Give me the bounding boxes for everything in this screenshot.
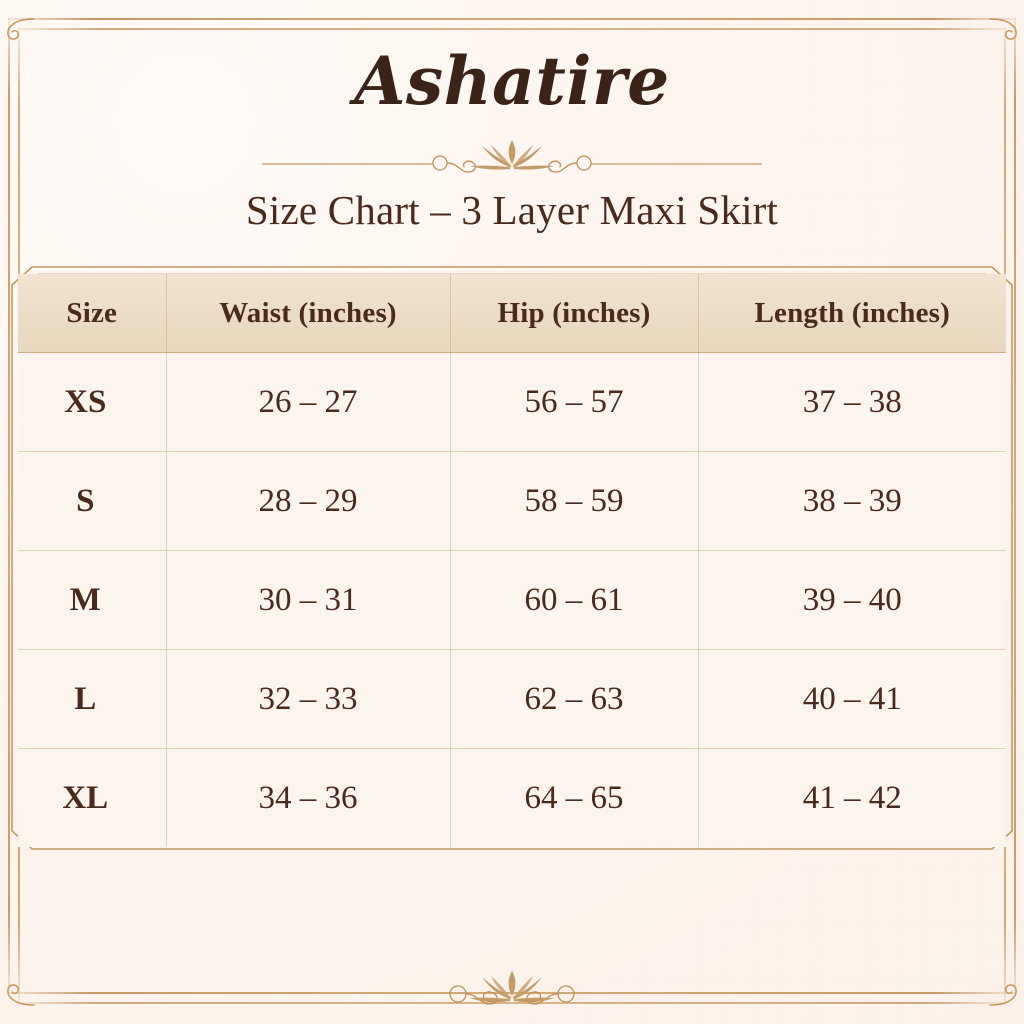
table-row: XL 34 – 36 64 – 65 41 – 42	[18, 748, 1006, 847]
table-header-row: Size Waist (inches) Hip (inches) Length …	[18, 274, 1006, 353]
cell-length: 37 – 38	[698, 352, 1006, 452]
table-row: M 30 – 31 60 – 61 39 – 40	[18, 550, 1006, 650]
cell-waist: 28 – 29	[166, 451, 451, 551]
brand-title: Ashatire	[354, 42, 670, 120]
corner-scroll-icon	[984, 12, 1022, 50]
cell-waist: 26 – 27	[166, 352, 451, 452]
frame-line-top-outer	[8, 18, 1016, 20]
table-row: XS 26 – 27 56 – 57 37 – 38	[18, 352, 1006, 452]
cell-waist: 32 – 33	[166, 649, 451, 749]
cell-hip: 56 – 57	[450, 352, 699, 452]
frame-line-top-inner	[18, 28, 1006, 30]
cell-hip: 60 – 61	[450, 550, 699, 650]
corner-scroll-icon	[984, 974, 1022, 1012]
column-header-waist: Waist (inches)	[166, 274, 451, 353]
column-header-length: Length (inches)	[698, 274, 1006, 353]
cell-size: XL	[18, 748, 167, 847]
flourish-divider-icon	[261, 138, 763, 184]
corner-scroll-icon	[2, 974, 40, 1012]
cell-waist: 30 – 31	[166, 550, 451, 650]
cell-hip: 62 – 63	[450, 649, 699, 749]
cell-size: L	[18, 649, 167, 749]
corner-scroll-icon	[2, 12, 40, 50]
size-chart-table-frame: Size Waist (inches) Hip (inches) Length …	[10, 265, 1014, 851]
cell-size: XS	[18, 352, 167, 452]
cell-size: M	[18, 550, 167, 650]
cell-size: S	[18, 451, 167, 551]
cell-waist: 34 – 36	[166, 748, 451, 847]
page-title: Size Chart – 3 Layer Maxi Skirt	[245, 187, 779, 233]
cell-length: 38 – 39	[698, 451, 1006, 551]
size-chart-table: Size Waist (inches) Hip (inches) Length …	[18, 274, 1006, 847]
table-row: L 32 – 33 62 – 63 40 – 41	[18, 649, 1006, 749]
frame-line-bottom-inner	[18, 1002, 1006, 1004]
cell-length: 41 – 42	[698, 748, 1006, 847]
table-row: S 28 – 29 58 – 59 38 – 39	[18, 451, 1006, 551]
frame-line-left-outer	[8, 18, 10, 993]
frame-line-right-outer	[1014, 18, 1016, 993]
flourish-divider-icon	[380, 968, 644, 1018]
cell-hip: 58 – 59	[450, 451, 699, 551]
cell-length: 39 – 40	[698, 550, 1006, 650]
cell-hip: 64 – 65	[450, 748, 699, 847]
column-header-hip: Hip (inches)	[450, 274, 699, 353]
cell-length: 40 – 41	[698, 649, 1006, 749]
column-header-size: Size	[18, 274, 167, 353]
